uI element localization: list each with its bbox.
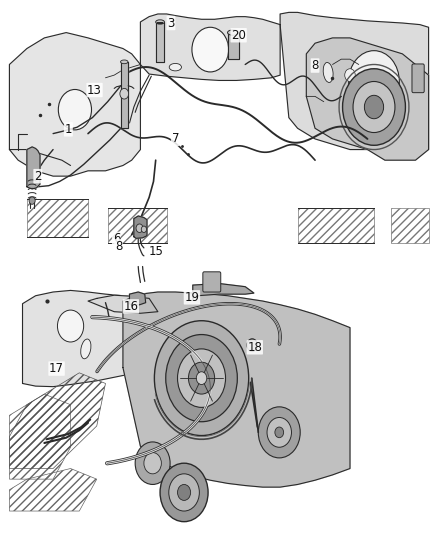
Polygon shape	[193, 284, 254, 298]
Text: 17: 17	[49, 362, 64, 375]
Circle shape	[275, 427, 284, 438]
Text: 3: 3	[167, 17, 175, 29]
Circle shape	[177, 349, 226, 407]
Text: 19: 19	[184, 291, 199, 304]
Polygon shape	[134, 216, 147, 238]
Polygon shape	[130, 292, 146, 305]
Bar	[392, 208, 428, 243]
Circle shape	[154, 321, 249, 435]
Text: 16: 16	[124, 300, 138, 313]
Text: 13: 13	[87, 84, 102, 96]
Circle shape	[160, 463, 208, 522]
Circle shape	[247, 339, 258, 352]
Circle shape	[349, 51, 399, 112]
Circle shape	[141, 226, 147, 232]
Circle shape	[58, 90, 92, 130]
Text: 15: 15	[148, 245, 163, 258]
Circle shape	[345, 69, 355, 82]
Polygon shape	[88, 295, 158, 313]
Circle shape	[177, 484, 191, 500]
FancyBboxPatch shape	[412, 64, 424, 93]
Polygon shape	[121, 62, 128, 128]
Polygon shape	[141, 14, 280, 80]
Circle shape	[57, 310, 84, 342]
Circle shape	[29, 197, 35, 204]
Text: 8: 8	[115, 240, 122, 253]
Ellipse shape	[323, 62, 333, 83]
Text: 1: 1	[65, 123, 72, 136]
Polygon shape	[22, 290, 166, 386]
Polygon shape	[123, 292, 350, 487]
Circle shape	[343, 69, 406, 146]
Ellipse shape	[169, 63, 181, 71]
Ellipse shape	[81, 339, 91, 359]
Circle shape	[136, 224, 143, 232]
Polygon shape	[228, 33, 239, 59]
Polygon shape	[155, 22, 164, 62]
Polygon shape	[27, 147, 40, 189]
Ellipse shape	[227, 30, 238, 35]
Text: 18: 18	[247, 341, 262, 354]
Polygon shape	[10, 33, 141, 176]
Ellipse shape	[120, 60, 128, 63]
Circle shape	[166, 335, 237, 422]
Text: 20: 20	[231, 29, 246, 42]
Polygon shape	[306, 38, 428, 160]
Circle shape	[192, 27, 229, 72]
Circle shape	[353, 82, 395, 133]
Bar	[108, 208, 166, 243]
Ellipse shape	[155, 20, 164, 24]
Circle shape	[196, 372, 207, 384]
Circle shape	[258, 407, 300, 458]
Circle shape	[120, 88, 129, 99]
Text: 7: 7	[172, 132, 179, 146]
Bar	[297, 208, 374, 243]
FancyBboxPatch shape	[203, 272, 221, 292]
Circle shape	[188, 362, 215, 394]
Text: 2: 2	[34, 169, 42, 183]
Text: 6: 6	[113, 232, 120, 245]
Bar	[27, 199, 88, 237]
Circle shape	[169, 474, 199, 511]
Text: 8: 8	[311, 59, 319, 72]
Circle shape	[144, 453, 161, 474]
Circle shape	[267, 417, 291, 447]
Polygon shape	[280, 12, 428, 150]
Circle shape	[364, 95, 384, 119]
Circle shape	[135, 442, 170, 484]
